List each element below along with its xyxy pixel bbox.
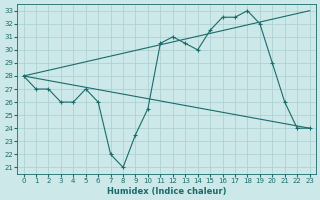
X-axis label: Humidex (Indice chaleur): Humidex (Indice chaleur): [107, 187, 226, 196]
